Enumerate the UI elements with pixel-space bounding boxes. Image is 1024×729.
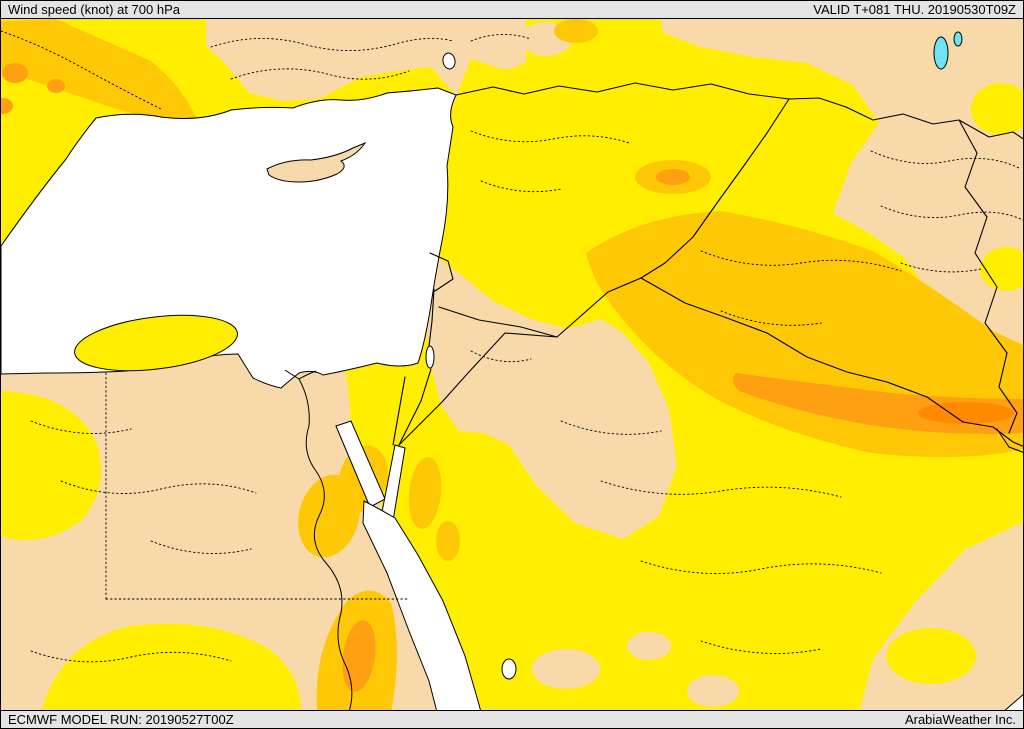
lake-urmia xyxy=(953,31,963,47)
valid-time-label: VALID T+081 THU. 20190530T09Z xyxy=(813,2,1016,17)
model-run-label: ECMWF MODEL RUN: 20190527T00Z xyxy=(8,712,234,727)
tan-island-south-1 xyxy=(532,649,600,689)
admin-line-east-3 xyxy=(900,262,982,273)
tan-region-levant-jordan xyxy=(425,253,677,539)
orange-core-redsea-coast xyxy=(342,620,376,692)
border-lebanon xyxy=(429,252,454,292)
header-bar: Wind speed (knot) at 700 hPa VALID T+081… xyxy=(1,1,1023,19)
lake-turkey xyxy=(442,52,456,70)
country-borders xyxy=(392,82,1023,453)
orange-spot-northwest-1 xyxy=(2,63,28,83)
yellow-patch-east-edge xyxy=(980,247,1023,291)
tan-island-south-2 xyxy=(627,632,671,660)
admin-line-syria-2 xyxy=(480,180,562,193)
border-israel-egypt xyxy=(392,376,406,446)
credit-label: ArabiaWeather Inc. xyxy=(904,712,1016,727)
water-bodies xyxy=(1,31,1023,713)
amber-spot-negev-1 xyxy=(408,457,442,529)
lake-van xyxy=(933,36,949,70)
yellow-patch-sinai-israel xyxy=(347,372,420,507)
border-jordan-river-rift xyxy=(398,288,435,446)
admin-line-turkey-2 xyxy=(230,68,410,80)
border-syria-iraq xyxy=(640,98,790,279)
map-title: Wind speed (knot) at 700 hPa xyxy=(8,2,180,17)
dead-sea xyxy=(425,345,435,369)
admin-line-iraq-1 xyxy=(700,250,902,272)
tan-region-northeast xyxy=(661,19,1023,343)
admin-line-egypt-2 xyxy=(60,480,257,494)
wind-fill-orange-regions xyxy=(1,63,1023,692)
amber-spot-negev-2 xyxy=(436,521,460,561)
border-syria-jordan xyxy=(438,306,558,338)
admin-line-east-2 xyxy=(880,205,1023,221)
yellow-patch-southeast xyxy=(886,628,976,684)
border-iran-iraq xyxy=(958,119,1018,434)
border-jordan-saudi xyxy=(398,277,642,446)
tan-island-south-3 xyxy=(687,675,739,707)
admin-line-northwest xyxy=(1,30,162,110)
admin-line-jordan xyxy=(470,350,532,363)
border-iraq-saudi xyxy=(640,277,1023,447)
wind-fill-yellow-overlays xyxy=(1,83,1023,712)
rivers xyxy=(284,369,353,713)
nile-delta-branches xyxy=(284,369,317,380)
admin-line-turkey-3 xyxy=(470,34,532,42)
admin-line-egypt-4 xyxy=(30,650,232,663)
admin-line-east-1 xyxy=(870,150,1022,170)
orange-spot-northwest-3 xyxy=(1,98,13,114)
yellow-patch-west-egypt xyxy=(1,391,101,541)
amber-spot-top-center xyxy=(554,19,598,43)
red-sea xyxy=(362,500,482,713)
nile-river xyxy=(298,378,353,713)
cyprus-island xyxy=(266,141,367,183)
orange-core-east xyxy=(918,402,1014,424)
orange-spot-northwest-2 xyxy=(47,79,65,93)
orange-core-north-syria xyxy=(656,169,690,185)
admin-line-saudi-4 xyxy=(700,640,822,654)
amber-region-northwest-band xyxy=(1,19,197,120)
yellow-patch-over-sea xyxy=(74,314,238,372)
footer-bar: ECMWF MODEL RUN: 20190527T00Z ArabiaWeat… xyxy=(1,710,1023,728)
yellow-patch-south-egypt xyxy=(41,623,301,712)
admin-line-turkey-1 xyxy=(210,38,454,51)
white-spot-redsea-east xyxy=(501,658,517,680)
border-kuwait xyxy=(996,428,1023,453)
admin-line-syria-1 xyxy=(470,130,630,144)
amber-spot-east-egypt xyxy=(298,474,360,558)
admin-borders-dotted xyxy=(1,30,1023,663)
yellow-patch-northeast-1 xyxy=(971,83,1023,135)
